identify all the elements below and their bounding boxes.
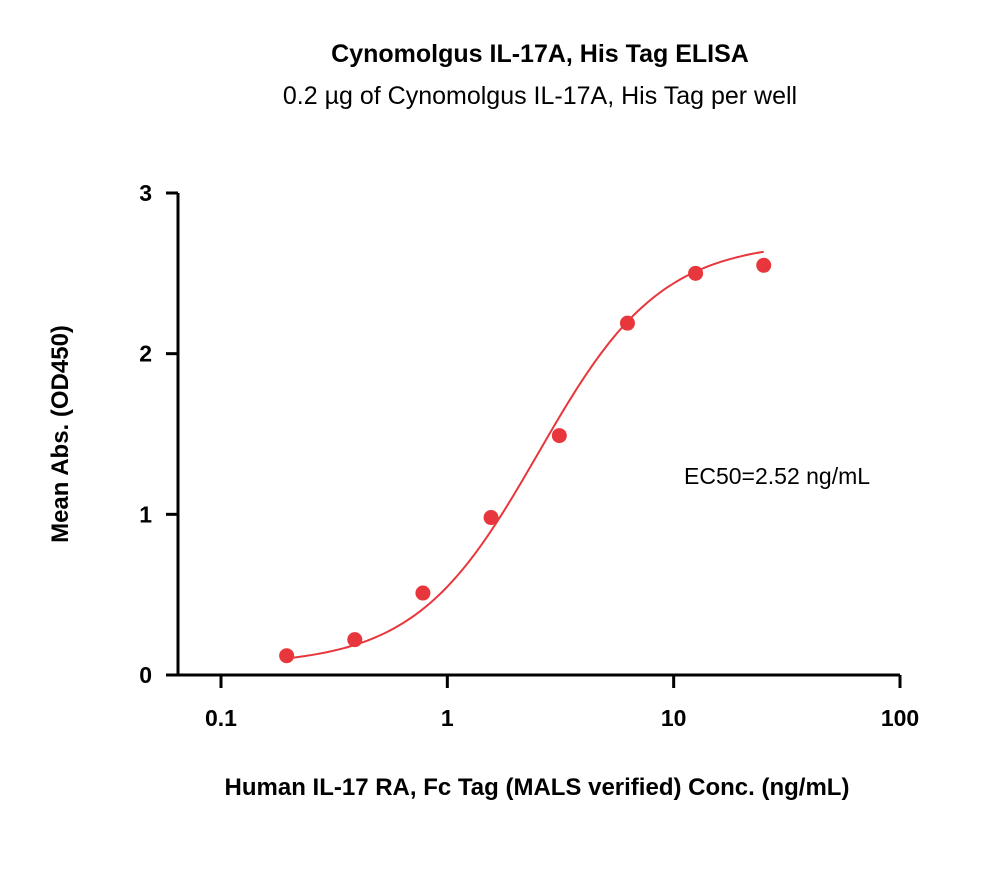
x-tick-label: 100: [881, 705, 919, 731]
y-tick-label: 2: [139, 341, 152, 367]
chart-subtitle: 0.2 µg of Cynomolgus IL-17A, His Tag per…: [283, 82, 797, 110]
y-tick-label: 3: [139, 180, 152, 206]
x-axis-label: Human IL-17 RA, Fc Tag (MALS verified) C…: [225, 774, 850, 801]
data-point: [279, 648, 295, 664]
x-tick-label: 1: [441, 705, 454, 731]
data-point: [688, 265, 704, 281]
y-tick-label: 0: [139, 662, 152, 688]
x-tick-label: 10: [661, 705, 687, 731]
y-tick-label: 1: [139, 501, 152, 527]
chart-title: Cynomolgus IL-17A, His Tag ELISA: [331, 40, 749, 68]
data-point: [415, 585, 431, 601]
data-point: [483, 510, 499, 526]
data-point: [551, 428, 567, 444]
data-point: [756, 257, 772, 273]
fit-curve-group: [286, 250, 764, 660]
fit-curve: [286, 250, 764, 660]
axes: 0 1 2 3 0.1 1 10 100: [139, 180, 919, 731]
data-point: [619, 315, 635, 331]
ec50-annotation: EC50=2.52 ng/mL: [684, 463, 870, 489]
data-points: [279, 257, 772, 664]
x-tick-label: 0.1: [205, 705, 237, 731]
y-axis-label: Mean Abs. (OD450): [47, 325, 74, 543]
data-point: [347, 632, 363, 648]
